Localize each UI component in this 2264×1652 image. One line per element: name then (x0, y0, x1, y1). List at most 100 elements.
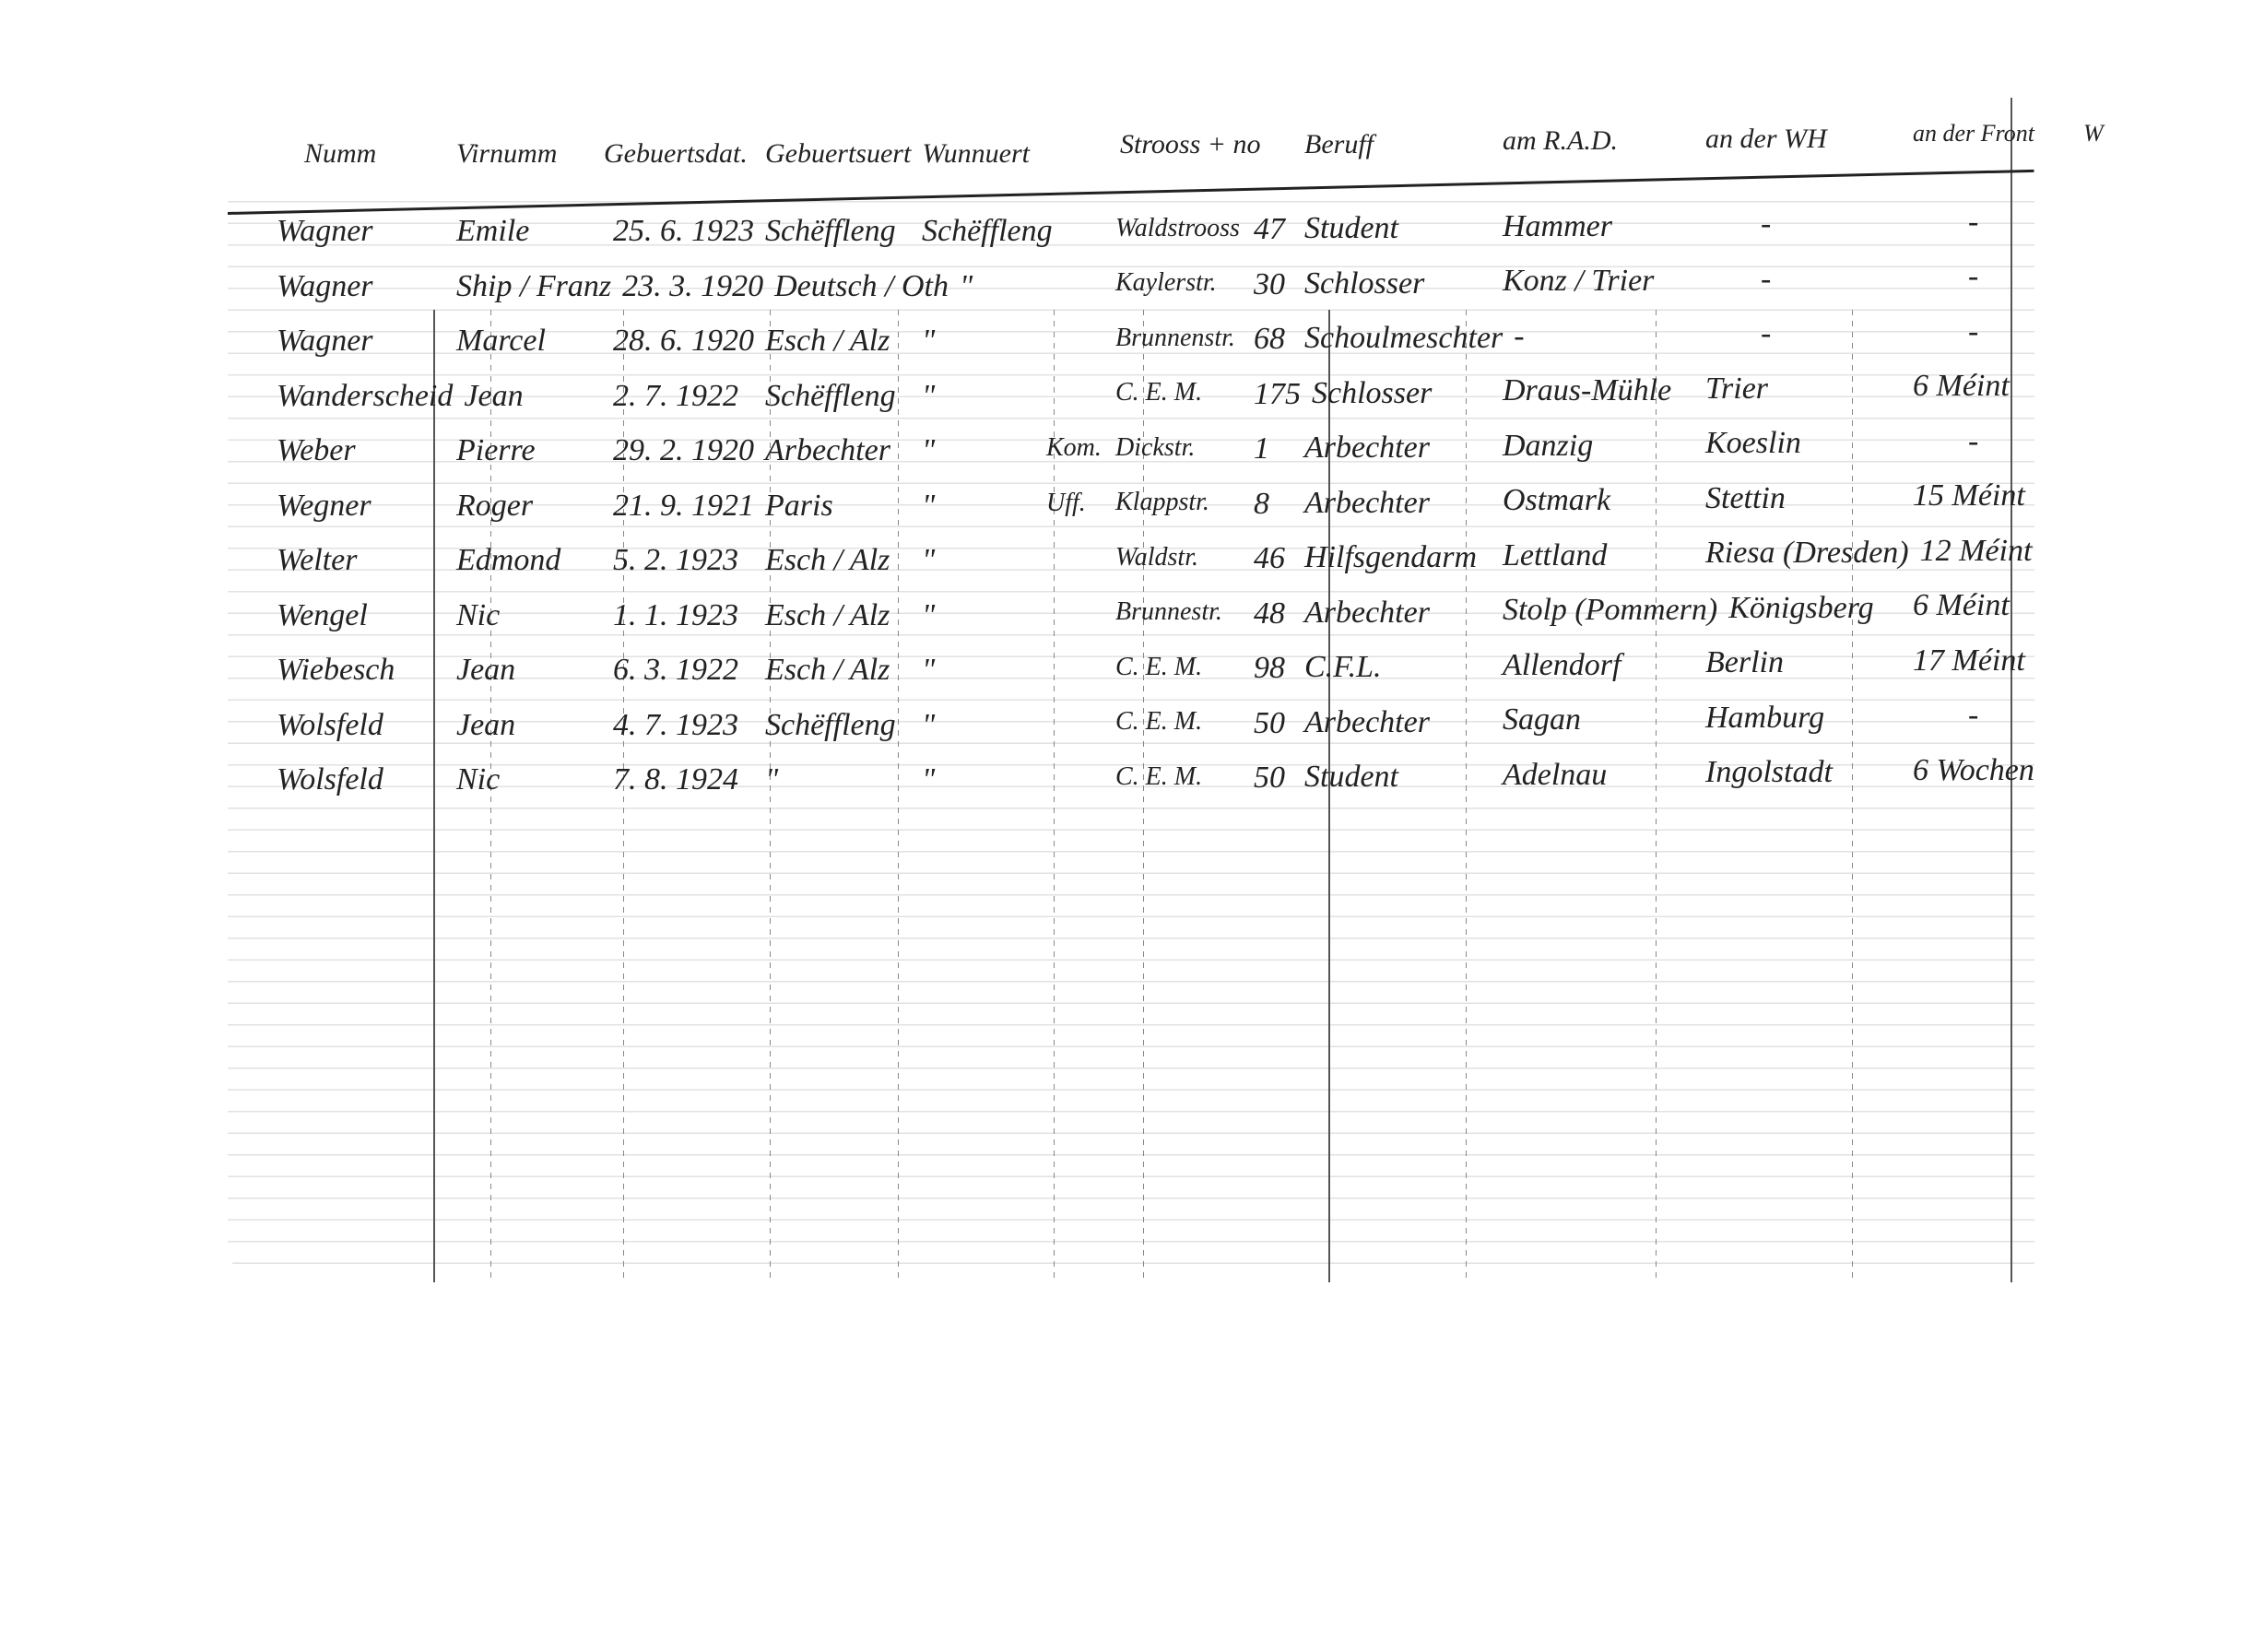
header-wh: an der WH (1705, 124, 1827, 154)
residence-cell: " (922, 597, 936, 632)
rad-cell: Sagan (1503, 702, 1581, 738)
wh-cell: - (1761, 316, 1772, 351)
house-number-cell: 98 (1254, 651, 1285, 686)
house-number-cell: 50 (1254, 761, 1285, 796)
residence-cell: " (959, 268, 973, 303)
name-cell: Weber (277, 433, 356, 467)
name-cell: Wolsfeld (277, 707, 383, 742)
column-divider (1328, 310, 1330, 1282)
occupation-cell: Student (1304, 760, 1398, 795)
occupation-cell: Arbechter (1304, 595, 1430, 630)
occupation-cell: C.F.L. (1304, 650, 1382, 685)
rad-cell: Adelnau (1503, 757, 1608, 792)
wh-cell: Stettin (1705, 480, 1786, 515)
column-divider (770, 310, 771, 1282)
wh-cell: Ingolstadt (1705, 755, 1833, 790)
street-cell: Waldstrooss (1115, 213, 1240, 242)
house-number-cell: 46 (1254, 541, 1285, 576)
first-name-cell: Pierre (456, 433, 536, 467)
column-divider (490, 310, 491, 1282)
birth-place-cell: Esch / Alz (765, 653, 890, 687)
occupation-cell: Schoulmeschter (1304, 321, 1503, 356)
column-divider (898, 310, 899, 1282)
header-birth-date: Gebuertsdat. (604, 138, 748, 169)
name-cell: Wagner (277, 214, 373, 248)
wh-cell: - (1761, 206, 1772, 242)
name-cell: Wiebesch (277, 653, 395, 687)
occupation-cell: Arbechter (1304, 485, 1430, 520)
birth-place-cell: Schëffleng (765, 707, 896, 742)
street-cell: C. E. M. (1115, 761, 1203, 791)
occupation-cell: Schlosser (1304, 266, 1425, 301)
first-name-cell: Roger (456, 488, 534, 523)
residence-cell: " (922, 378, 936, 413)
residence-cell: " (922, 324, 936, 358)
residence-cell: " (922, 488, 936, 523)
front-cell: - (1968, 204, 1979, 239)
rad-cell: - (1514, 318, 1525, 353)
house-number-cell: 30 (1254, 266, 1285, 301)
first-name-cell: Marcel (456, 324, 546, 358)
occupation-cell: Arbechter (1304, 704, 1430, 739)
birth-date-cell: 2. 7. 1922 (613, 378, 738, 413)
wh-cell: Hamburg (1705, 700, 1825, 735)
front-cell: 12 Méint (1919, 533, 2033, 568)
front-cell: 6 Méint (1913, 369, 2010, 403)
column-divider (1466, 310, 1467, 1282)
residence-cell: " (922, 433, 936, 467)
birth-place-cell: Esch / Alz (765, 543, 890, 577)
front-cell: 6 Wochen (1913, 752, 2034, 787)
birth-place-cell: Arbechter (765, 433, 890, 467)
front-cell: 15 Méint (1913, 478, 2025, 513)
house-number-cell: 1 (1254, 431, 1269, 466)
header-street: Strooss + no (1120, 129, 1261, 159)
ledger-page (228, 98, 2034, 1282)
house-number-cell: 47 (1254, 212, 1285, 247)
house-number-cell: 68 (1254, 322, 1285, 357)
header-name: Numm (304, 138, 377, 169)
birth-place-cell: " (765, 762, 779, 796)
birth-date-cell: 6. 3. 1922 (613, 653, 738, 687)
wh-cell: - (1761, 261, 1772, 296)
header-birth-place: Gebuertsuert (765, 138, 912, 169)
street-cell: Dickstr. (1115, 432, 1196, 462)
name-cell: Wagner (277, 324, 373, 358)
birth-date-cell: 28. 6. 1920 (613, 324, 754, 358)
street-cell: Brunnestr. (1115, 597, 1222, 627)
wh-cell: Trier (1705, 371, 1769, 406)
birth-date-cell: 5. 2. 1923 (613, 543, 738, 577)
rad-cell: Lettland (1503, 537, 1608, 572)
first-name-cell: Jean (456, 707, 516, 742)
occupation-cell: Schlosser (1312, 375, 1433, 410)
front-cell: 17 Méint (1913, 643, 2025, 678)
front-cell: - (1968, 423, 1979, 458)
wh-cell: Königsberg (1728, 590, 1874, 625)
birth-place-cell: Schëffleng (765, 378, 896, 413)
first-name-cell: Ship / Franz (456, 268, 612, 303)
occupation-cell: Arbechter (1304, 431, 1430, 466)
column-divider (1852, 310, 1853, 1282)
street-cell: Klappstr. (1115, 488, 1209, 517)
street-cell: Waldstr. (1115, 542, 1199, 572)
first-name-cell: Jean (464, 378, 524, 413)
street-cell: C. E. M. (1115, 378, 1203, 407)
birth-date-cell: 29. 2. 1920 (613, 433, 754, 467)
rad-cell: Draus-Mühle (1503, 373, 1672, 408)
rad-cell: Stolp (Pommern) (1503, 593, 1718, 628)
birth-place-cell: Paris (765, 488, 833, 523)
name-cell: Wegner (277, 488, 371, 523)
first-name-cell: Jean (456, 653, 516, 687)
birth-date-cell: 21. 9. 1921 (613, 488, 754, 523)
header-residence: Wunnuert (922, 138, 1030, 169)
birth-date-cell: 1. 1. 1923 (613, 597, 738, 632)
house-number-cell: 50 (1254, 705, 1285, 740)
rad-cell: Allendorf (1503, 647, 1621, 682)
name-cell: Wagner (277, 268, 373, 303)
occupation-cell: Student (1304, 211, 1398, 246)
column-divider (433, 310, 435, 1282)
first-name-cell: Edmond (456, 543, 561, 577)
name-cell: Welter (277, 543, 358, 577)
front-cell: - (1968, 259, 1979, 293)
header-occupation: Beruff (1304, 129, 1374, 159)
wh-cell: Berlin (1705, 645, 1784, 680)
